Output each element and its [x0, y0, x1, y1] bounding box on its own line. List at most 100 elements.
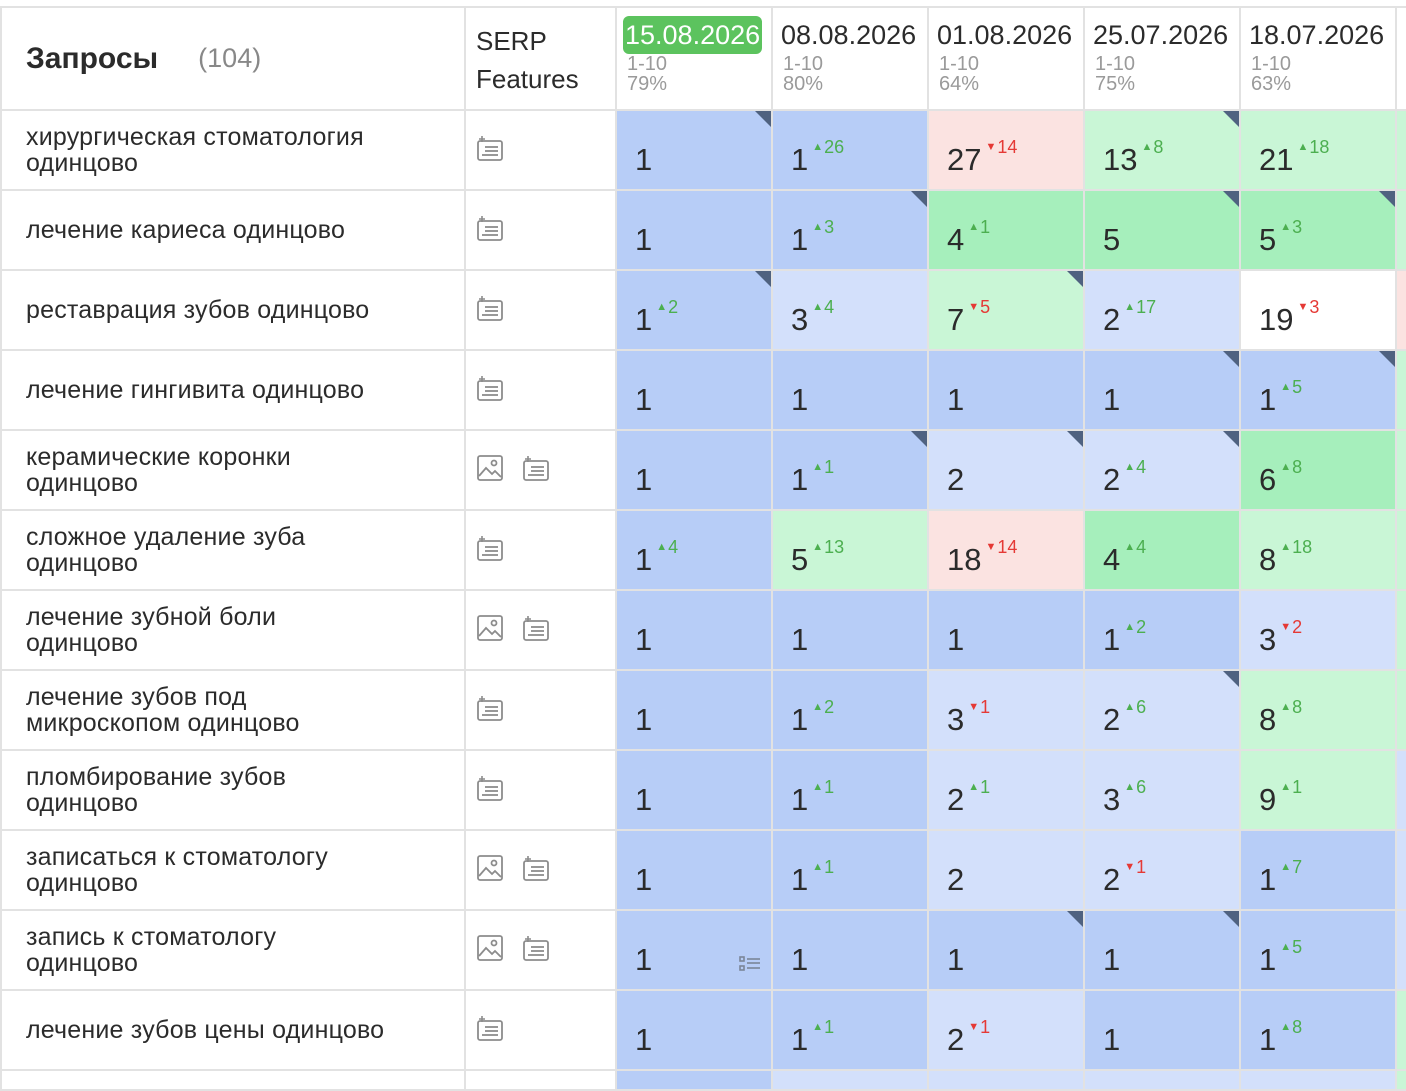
position-cell[interactable]: 1: [617, 991, 773, 1071]
position-cell[interactable]: 1: [617, 751, 773, 831]
position-value: 1: [635, 302, 653, 337]
position-cell[interactable]: 1 ▲1: [773, 431, 929, 511]
delta-value: 1: [980, 777, 991, 797]
position-cell[interactable]: 1 ▲2: [617, 271, 773, 351]
position-cell[interactable]: 3 ▲4: [773, 271, 929, 351]
keyword-text: записаться к стоматологу одинцово: [26, 843, 328, 897]
keyword-cell[interactable]: хирургическая стоматология одинцово: [0, 111, 466, 191]
snippet-icon: [476, 214, 504, 247]
position-down-delta: ▼1: [1124, 857, 1146, 878]
date-column-header[interactable]: 01.08.2026 1-10 64%: [929, 8, 1085, 111]
position-cell[interactable]: 1: [773, 351, 929, 431]
keyword-cell[interactable]: лечение кариеса одинцово: [0, 191, 466, 271]
position-cell[interactable]: 2 ▲4: [1085, 431, 1241, 511]
keyword-cell[interactable]: сложное удаление зуба одинцово: [0, 511, 466, 591]
position-cell[interactable]: 21 ▲18: [1241, 111, 1397, 191]
position-cell[interactable]: 4 ▲4: [1085, 511, 1241, 591]
position-cell[interactable]: 7 ▼5: [929, 271, 1085, 351]
keyword-cell[interactable]: записаться к стоматологу одинцово: [0, 831, 466, 911]
list-icon[interactable]: [739, 956, 761, 977]
keyword-column-header[interactable]: Запросы (104): [0, 8, 466, 111]
position-cell[interactable]: 3 ▼1: [929, 671, 1085, 751]
position-cell[interactable]: 3 ▲6: [1085, 751, 1241, 831]
position-cell[interactable]: 1 ▲1: [773, 831, 929, 911]
position-cell[interactable]: 1: [1085, 911, 1241, 991]
serp-features-cell: [466, 911, 617, 991]
position-cell[interactable]: 1 ▲26: [773, 111, 929, 191]
position-cell[interactable]: 2 ▲17: [1085, 271, 1241, 351]
arrow-up-icon: ▲: [812, 541, 824, 553]
position-cell[interactable]: 3 ▼2: [1241, 591, 1397, 671]
position-cell[interactable]: 9 ▲1: [1241, 751, 1397, 831]
date-column-header[interactable]: 25.07.2026 1-10 75%: [1085, 8, 1241, 111]
position-cell[interactable]: 2 ▲6: [1085, 671, 1241, 751]
keyword-cell[interactable]: запись к стоматологу одинцово: [0, 911, 466, 991]
position-cell[interactable]: 1 ▲2: [773, 671, 929, 751]
position-value: 5: [791, 542, 809, 577]
position-cell[interactable]: 27 ▼14: [929, 111, 1085, 191]
position-cell[interactable]: 1: [617, 351, 773, 431]
position-cell[interactable]: 1: [617, 431, 773, 511]
position-cell[interactable]: 1: [617, 191, 773, 271]
position-cell[interactable]: 1: [617, 591, 773, 671]
date-column-header[interactable]: 08.08.2026 1-10 80%: [773, 8, 929, 111]
position-cell[interactable]: 1 ▲3: [773, 191, 929, 271]
keyword-cell[interactable]: лечение зубов под микроскопом одинцово: [0, 671, 466, 751]
keyword-cell[interactable]: лечение гингивита одинцово: [0, 351, 466, 431]
position-cell[interactable]: 1: [929, 351, 1085, 431]
position-cell[interactable]: 8 ▲8: [1241, 671, 1397, 751]
position-down-delta: ▼3: [1297, 297, 1319, 318]
date-range: 1-10: [627, 53, 668, 75]
position-cell[interactable]: 1: [617, 831, 773, 911]
position-cell[interactable]: 1 ▲1: [773, 751, 929, 831]
position-cell[interactable]: 1 ▲2: [1085, 591, 1241, 671]
date-top-percent: 79%: [627, 73, 668, 95]
position-value: 4: [1103, 542, 1121, 577]
position-cell[interactable]: 1 ▲8: [1241, 991, 1397, 1071]
position-cell[interactable]: 1: [617, 671, 773, 751]
position-cell[interactable]: 1: [617, 911, 773, 991]
position-cell[interactable]: 1: [929, 911, 1085, 991]
date-column-header[interactable]: 18.07.2026 1-10 63%: [1241, 8, 1397, 111]
position-cell[interactable]: 1: [1085, 991, 1241, 1071]
keyword-cell[interactable]: реставрация зубов одинцово: [0, 271, 466, 351]
keyword-cell[interactable]: лечение зубов цены одинцово: [0, 991, 466, 1071]
corner-marker: [911, 431, 927, 447]
position-cell[interactable]: 2 ▲1: [929, 751, 1085, 831]
header-edge: [1397, 8, 1406, 111]
position-cell[interactable]: 2: [929, 831, 1085, 911]
date-column-header[interactable]: 15.08.2026 1-10 79%: [617, 8, 773, 111]
position-cell[interactable]: 1: [617, 111, 773, 191]
position-cell[interactable]: 6 ▲8: [1241, 431, 1397, 511]
position-cell[interactable]: 19 ▼3: [1241, 271, 1397, 351]
keyword-cell[interactable]: лечение зубной боли одинцово: [0, 591, 466, 671]
position-cell[interactable]: 5 ▲13: [773, 511, 929, 591]
arrow-up-icon: ▲: [656, 541, 668, 553]
position-value: 7: [947, 302, 965, 337]
position-cell[interactable]: 1 ▲1: [773, 991, 929, 1071]
position-down-delta: ▼14: [985, 137, 1017, 158]
position-cell[interactable]: 1 ▲7: [1241, 831, 1397, 911]
position-cell[interactable]: 13 ▲8: [1085, 111, 1241, 191]
position-cell[interactable]: 1: [929, 591, 1085, 671]
position-value: 1: [947, 622, 965, 657]
position-cell[interactable]: 4 ▲1: [929, 191, 1085, 271]
position-cell[interactable]: 5 ▲3: [1241, 191, 1397, 271]
next-column-edge: [1397, 991, 1406, 1071]
position-cell[interactable]: 1: [773, 591, 929, 671]
keyword-cell[interactable]: керамические коронки одинцово: [0, 431, 466, 511]
position-cell[interactable]: 1: [773, 911, 929, 991]
position-cell[interactable]: 8 ▲18: [1241, 511, 1397, 591]
position-cell[interactable]: 2 ▼1: [1085, 831, 1241, 911]
position-cell[interactable]: 5: [1085, 191, 1241, 271]
keyword-cell[interactable]: пломбирование зубов одинцово: [0, 751, 466, 831]
position-cell[interactable]: 1 ▲4: [617, 511, 773, 591]
position-value: 2: [1103, 862, 1121, 897]
corner-marker: [1223, 431, 1239, 447]
position-cell[interactable]: 1 ▲5: [1241, 351, 1397, 431]
position-cell[interactable]: 2 ▼1: [929, 991, 1085, 1071]
position-cell[interactable]: 18 ▼14: [929, 511, 1085, 591]
position-cell[interactable]: 1 ▲5: [1241, 911, 1397, 991]
position-cell[interactable]: 2: [929, 431, 1085, 511]
position-cell[interactable]: 1: [1085, 351, 1241, 431]
